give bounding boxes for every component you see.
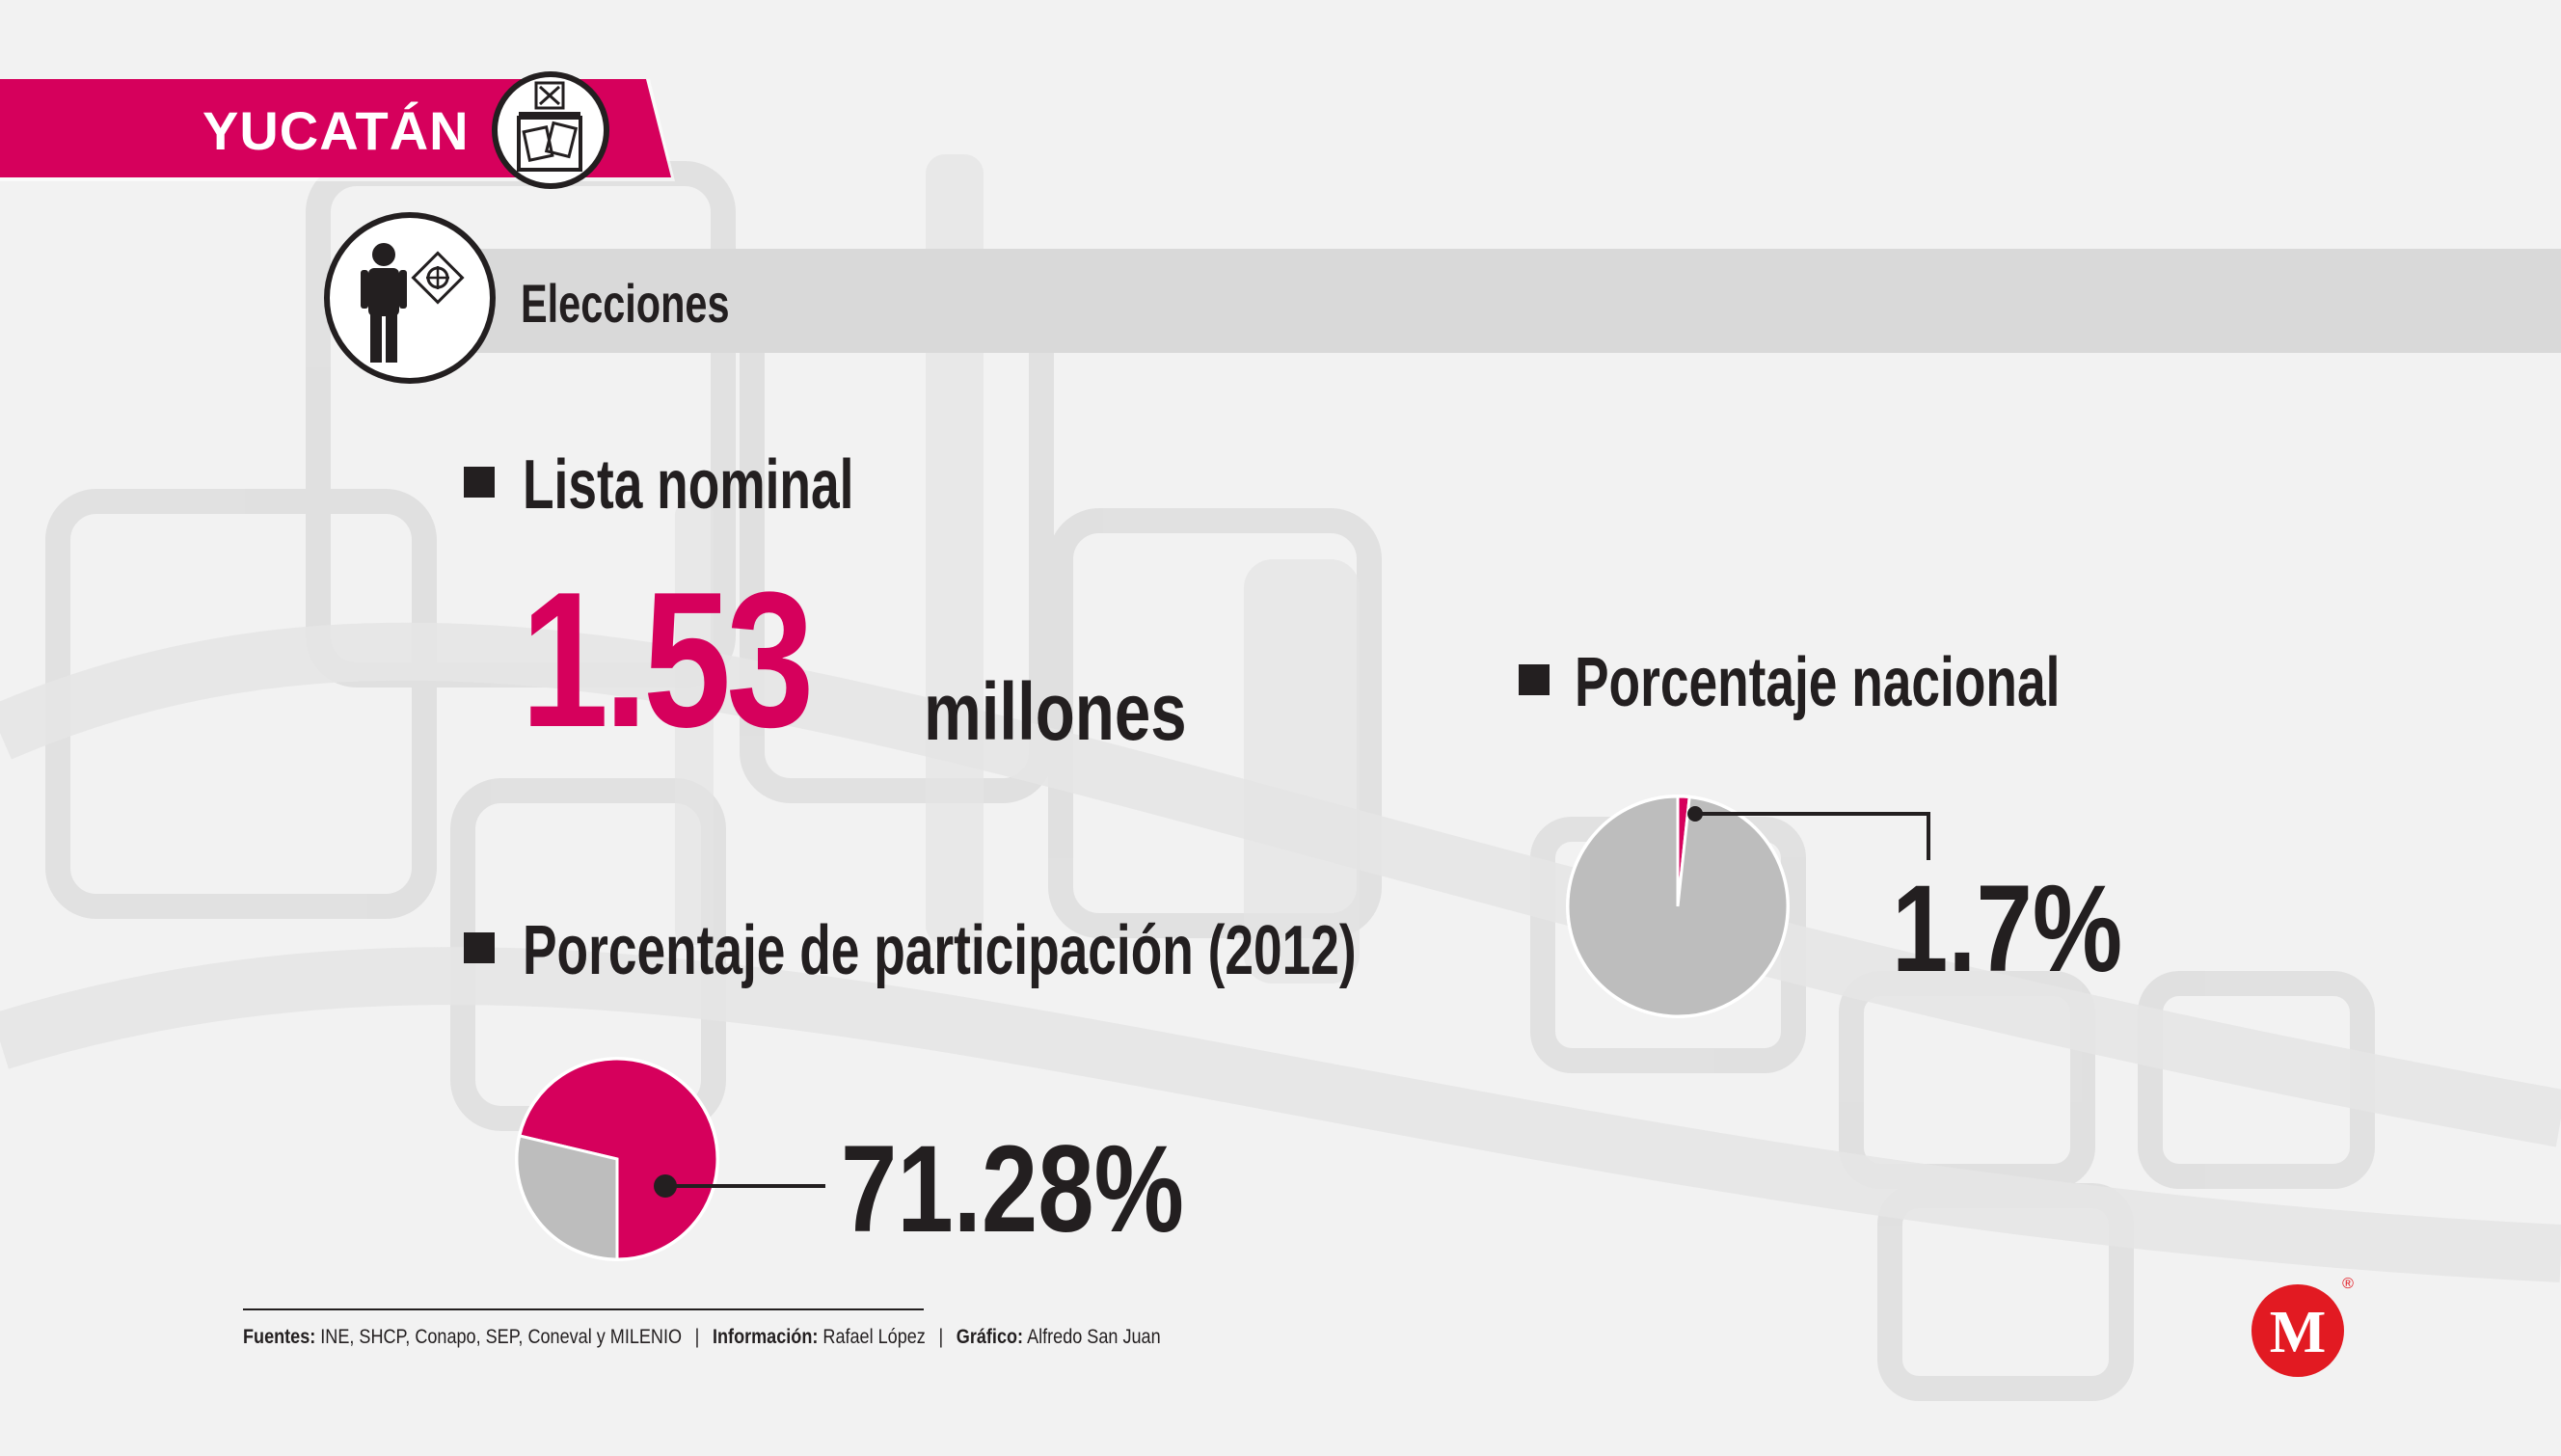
bullet-marker — [464, 467, 495, 498]
credits-informacion: Rafael López — [822, 1326, 926, 1348]
credits: Fuentes: INE, SHCP, Conapo, SEP, Coneval… — [243, 1326, 1161, 1349]
bullet-marker — [464, 932, 495, 963]
pie-slice-1 — [515, 1134, 619, 1261]
credits-separator: | — [938, 1326, 944, 1348]
credits-grafico-label: Gráfico: — [956, 1326, 1024, 1348]
chart-title-nacional: Porcentaje nacional — [1575, 644, 2061, 721]
milenio-logo: M ® — [2251, 1276, 2354, 1377]
pie-slice-1 — [1566, 795, 1790, 1018]
leader-line-participacion — [654, 1174, 825, 1198]
logo-registered-mark: ® — [2342, 1276, 2354, 1292]
value-label-nacional: 1.7% — [1892, 860, 2123, 998]
logo-letter: M — [2270, 1300, 2327, 1365]
bullet-marker — [1519, 664, 1550, 695]
credits-divider — [243, 1308, 924, 1310]
pie-chart-nacional — [1566, 795, 1790, 1018]
section-title: Elecciones — [521, 273, 730, 334]
credits-informacion-label: Información: — [713, 1326, 819, 1348]
voter-icon — [324, 212, 496, 384]
lista-nominal-unit: millones — [924, 666, 1187, 757]
chart-title-participacion: Porcentaje de participación (2012) — [523, 912, 1357, 989]
state-name: YUCATÁN — [202, 100, 470, 161]
leader-line-nacional — [1687, 806, 1930, 860]
section-bar — [453, 249, 2561, 353]
pie-chart-participacion — [515, 1057, 719, 1261]
lista-nominal-label: Lista nominal — [523, 446, 854, 524]
credits-fuentes-label: Fuentes: — [243, 1326, 316, 1348]
credits-fuentes: INE, SHCP, Conapo, SEP, Coneval y MILENI… — [320, 1326, 683, 1348]
credits-grafico: Alfredo San Juan — [1027, 1326, 1161, 1348]
value-label-participacion: 71.28% — [841, 1120, 1184, 1258]
credits-separator: | — [694, 1326, 700, 1348]
lista-nominal-value: 1.53 — [521, 553, 814, 768]
ballot-box-icon — [492, 71, 609, 189]
